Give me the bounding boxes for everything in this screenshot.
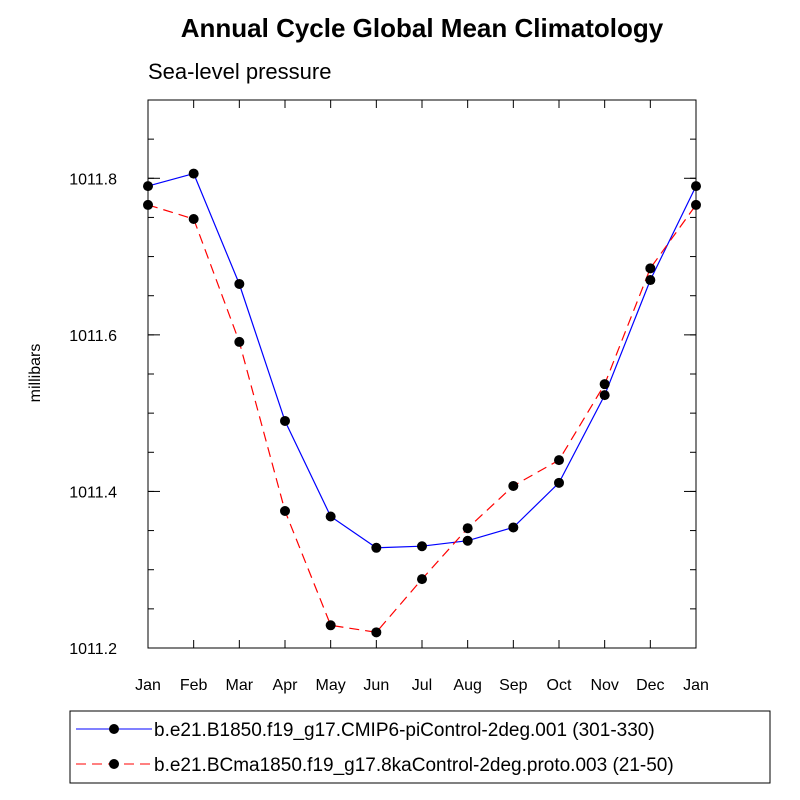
series-2-point [645, 263, 656, 274]
series-2-point [417, 574, 427, 585]
y-axis-label: millibars [27, 344, 44, 403]
series-2-point [599, 379, 610, 390]
legend-label-series-2: b.e21.BCma1850.f19_g17.8kaControl-2deg.p… [154, 755, 674, 776]
series-2-point [280, 506, 290, 516]
series-2-line [147, 204, 697, 633]
series-2-point [508, 480, 519, 491]
series-1-line [147, 172, 697, 549]
x-tick-label: Jul [412, 677, 432, 694]
x-tick-label: Oct [547, 677, 572, 694]
chart-title: Annual Cycle Global Mean Climatology [181, 13, 664, 43]
x-tick-label: Dec [636, 677, 664, 694]
series-1-point [417, 541, 427, 552]
series-2-point [371, 627, 382, 638]
x-tick-label: Mar [226, 677, 254, 694]
legend-marker-series-1 [109, 724, 119, 734]
legend-box [69, 710, 771, 784]
y-tick-label: 1011.2 [69, 641, 117, 658]
series-layer [143, 168, 701, 638]
series-1-point [599, 390, 610, 401]
series-1-point [645, 275, 656, 286]
series-1-point [554, 477, 564, 488]
y-tick-label: 1011.4 [69, 484, 117, 501]
legend-marker-series-2 [109, 759, 119, 769]
series-1-point [371, 542, 382, 553]
x-tick-label: Feb [180, 677, 208, 694]
x-tick-label: Aug [453, 677, 481, 694]
chart-subtitle: Sea-level pressure [148, 59, 331, 84]
series-1-point [462, 535, 473, 546]
x-tick-label: May [316, 677, 346, 694]
series-1-point [234, 278, 245, 289]
axes-layer: Jan Feb Mar Apr May Jun Jul Aug Sep Oct Nov Dec Jan 1… [69, 99, 709, 694]
legend: b.e21.B1850.f19_g17.CMIP6-piControl-2deg… [69, 710, 771, 784]
series-1-point [508, 522, 519, 533]
legend-label-series-1: b.e21.B1850.f19_g17.CMIP6-piControl-2deg… [154, 720, 655, 741]
series-2-point [325, 620, 336, 631]
series-1-point [325, 511, 336, 522]
x-tick-label: Jan [683, 677, 709, 694]
x-tick-label: Jan [135, 677, 161, 694]
x-tick-label: Jun [363, 677, 389, 694]
x-tick-label: Nov [590, 677, 618, 694]
series-1-point [188, 168, 199, 179]
plot-frame [147, 99, 697, 649]
x-tick-label: Apr [273, 677, 299, 694]
x-tick-label: Sep [499, 677, 528, 694]
y-tick-label: 1011.8 [69, 171, 117, 188]
series-2-point [188, 213, 199, 224]
y-tick-label: 1011.6 [69, 328, 117, 345]
series-2-point [462, 523, 473, 534]
series-1-point [280, 415, 290, 426]
series-2-point [554, 455, 564, 466]
series-2-point [234, 336, 245, 347]
